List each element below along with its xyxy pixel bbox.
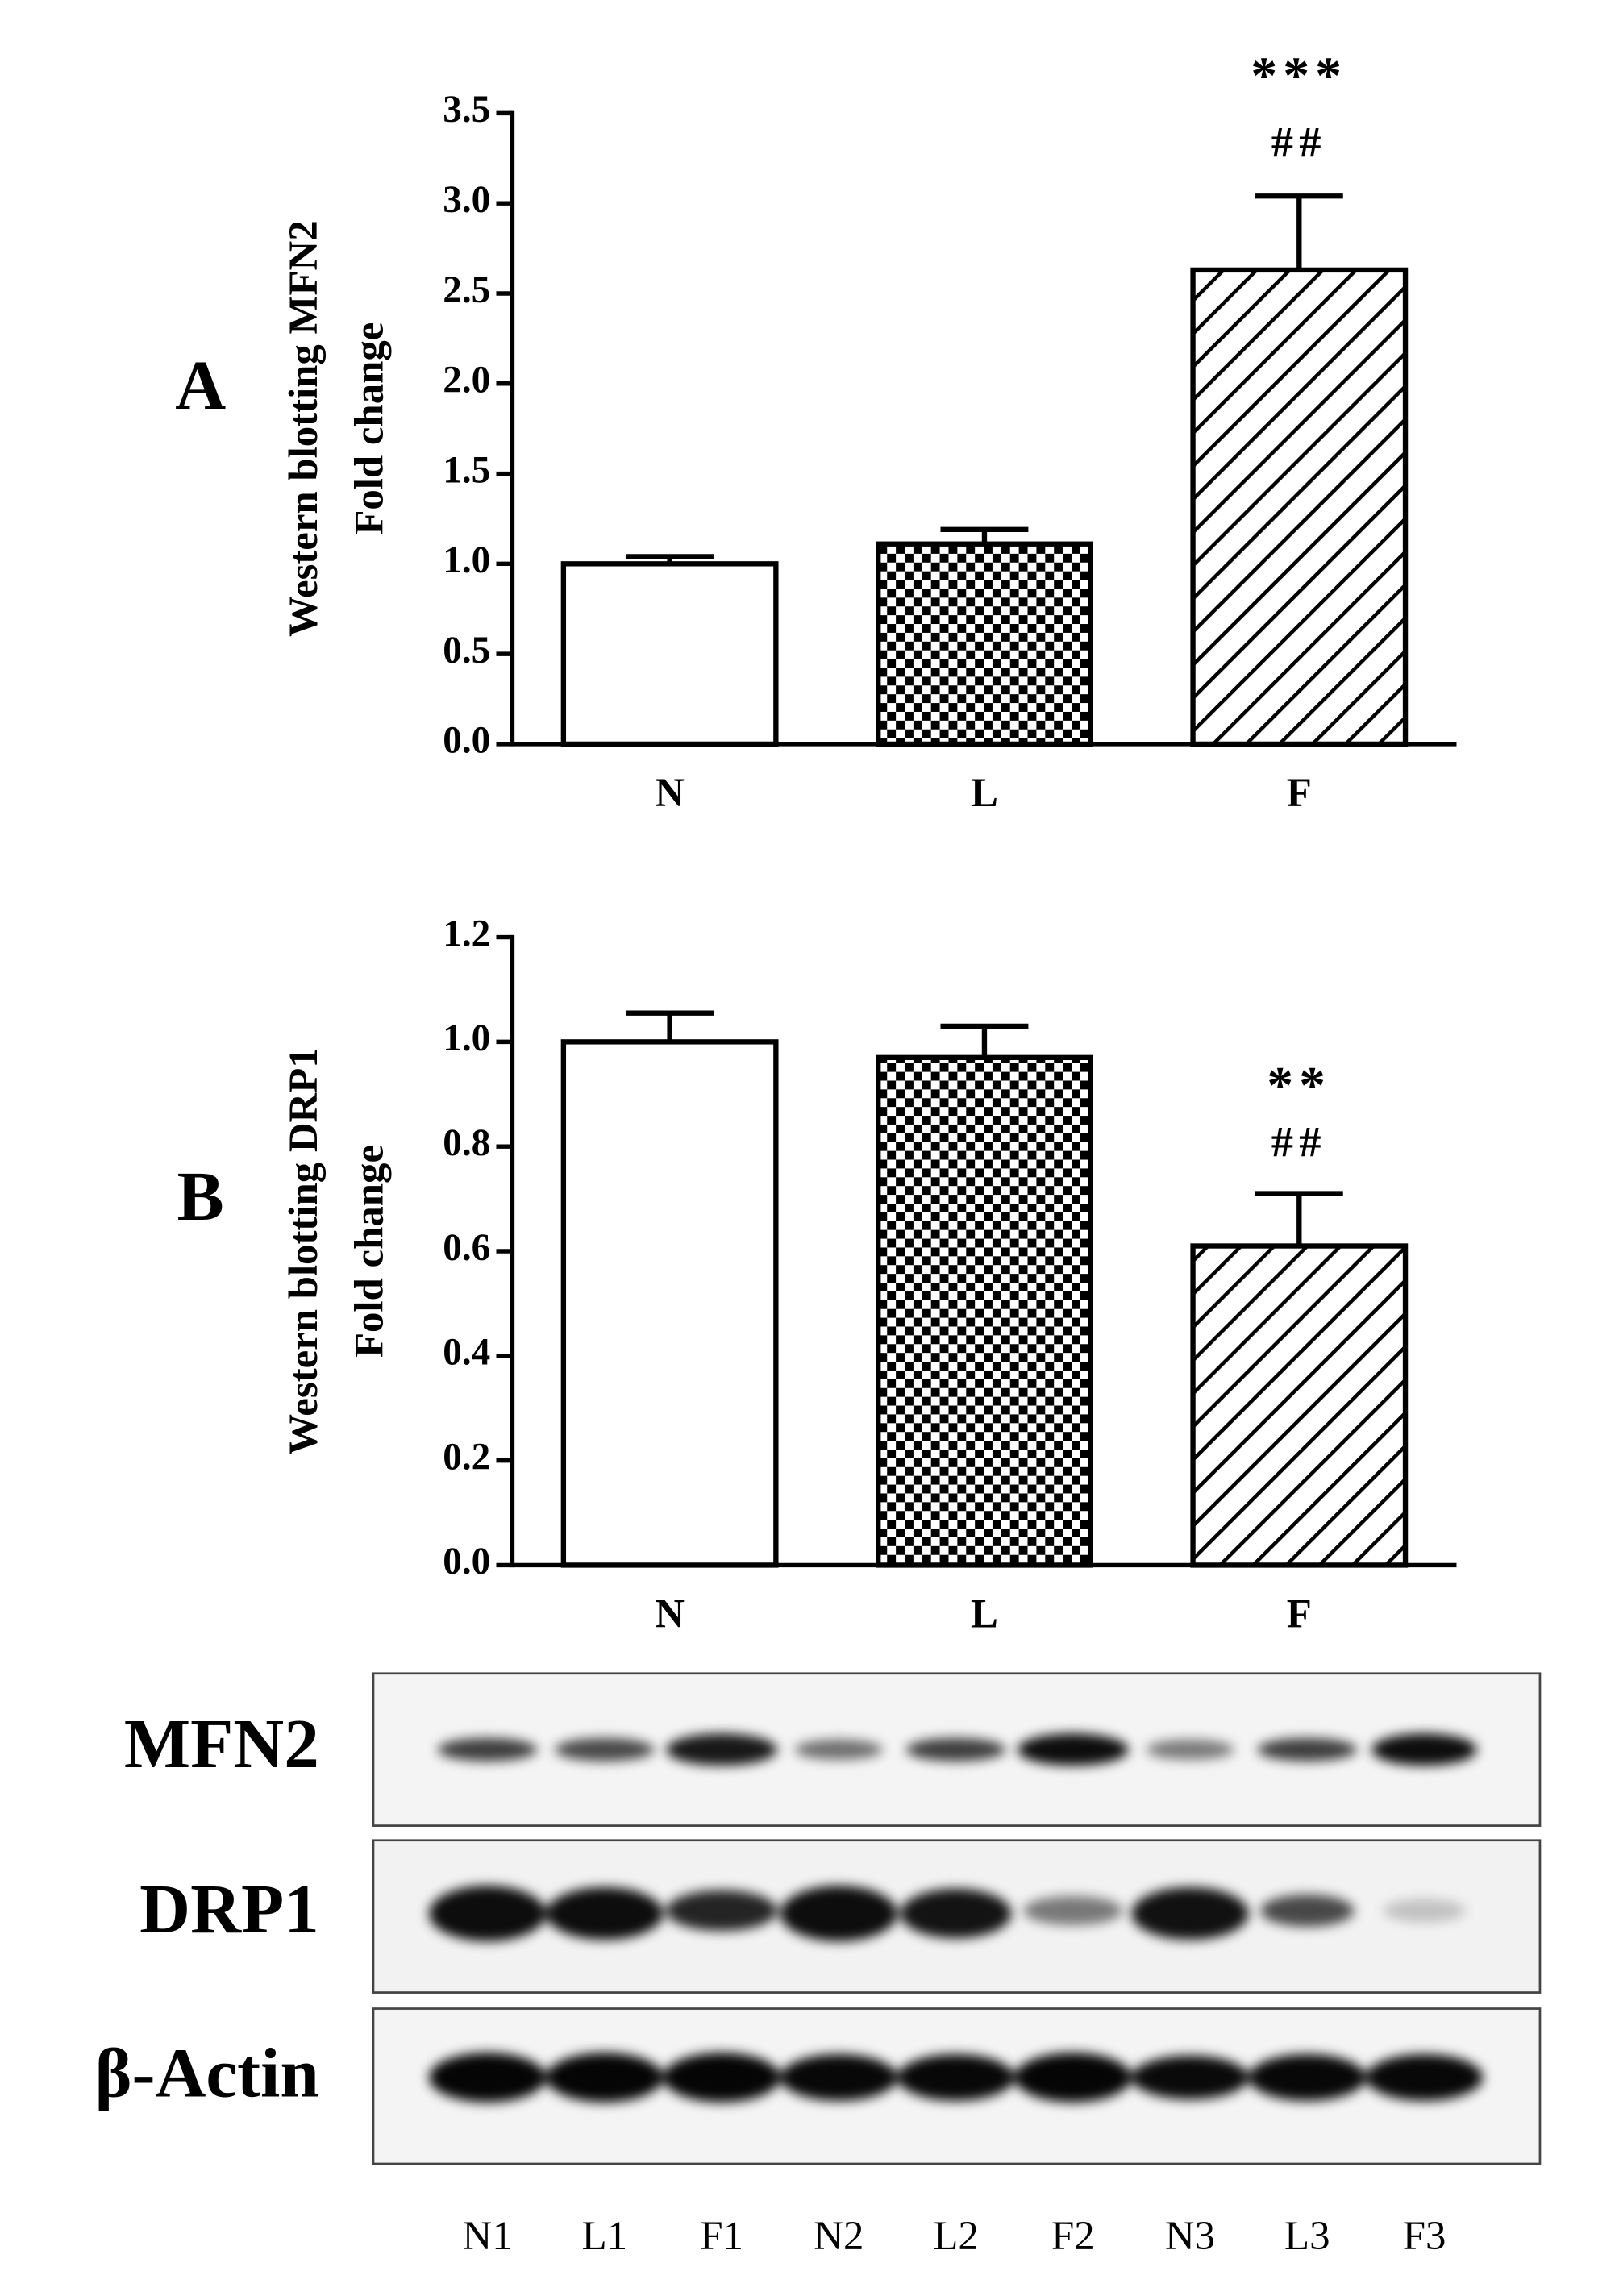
lane-label: N2	[814, 2213, 864, 2258]
panel-label: B	[177, 1157, 224, 1235]
lane-label: L3	[1284, 2213, 1330, 2258]
y-tick-label: 2.0	[443, 360, 490, 401]
y-tick-label: 0.5	[443, 630, 490, 672]
lane-label: F3	[1403, 2213, 1446, 2258]
y-tick-label: 1.5	[443, 449, 490, 491]
x-tick-label: N	[655, 1591, 685, 1636]
y-tick-label: 0.6	[443, 1227, 490, 1269]
y-tick-label: 3.0	[443, 179, 490, 221]
y-tick-label: 0.0	[443, 720, 490, 762]
x-tick-label: L	[971, 1591, 998, 1636]
significance: **	[1267, 1057, 1331, 1115]
lane-label: F1	[700, 2213, 743, 2258]
y-tick-label: 0.2	[443, 1436, 490, 1478]
lane-label: F2	[1051, 2213, 1095, 2258]
blot-row-label: MFN2	[124, 1704, 319, 1782]
y-axis-label: Western blotting DRP1	[281, 1047, 326, 1454]
significance: ***	[1251, 47, 1347, 105]
x-tick-label: N	[655, 770, 685, 815]
bar	[1190, 1243, 1409, 1568]
charts: 0.0 0.5 1.0 1.5 2.0 2.5 3.0 3.5 N L F *** ## Western …	[175, 47, 1457, 2258]
y-axis-label: Fold change	[347, 322, 392, 535]
blot-row-label: DRP1	[139, 1870, 319, 1948]
y-tick-label: 1.0	[443, 1017, 490, 1059]
bar	[1190, 267, 1409, 747]
significance: ##	[1271, 118, 1327, 167]
bands	[428, 1733, 1484, 2103]
western-blot: MFN2 DRP1 β-Actin	[95, 1672, 1542, 2165]
y-tick-label: 1.0	[443, 539, 490, 581]
y-tick-label: 2.5	[443, 269, 490, 311]
panel-label: A	[175, 346, 226, 424]
x-tick-label: F	[1287, 1591, 1312, 1636]
y-tick-label: 1.2	[443, 913, 490, 955]
bar	[876, 1054, 1093, 1568]
blot-row-label: β-Actin	[95, 2034, 319, 2112]
significance: ##	[1271, 1117, 1327, 1167]
bar	[560, 561, 779, 747]
y-axis-label: Western blotting MFN2	[281, 220, 326, 637]
lane-label: L1	[582, 2213, 627, 2258]
x-tick-label: F	[1287, 770, 1312, 815]
y-tick-label: 0.8	[443, 1122, 490, 1164]
y-tick-label: 0.0	[443, 1541, 490, 1583]
lane-label: N3	[1165, 2213, 1215, 2258]
y-axis-label: Fold change	[347, 1145, 392, 1358]
x-tick-label: L	[971, 770, 998, 815]
lane-label: L2	[933, 2213, 978, 2258]
bar	[876, 541, 1093, 747]
y-tick-label: 3.5	[443, 89, 490, 131]
y-tick-label: 0.4	[443, 1332, 490, 1374]
bar	[560, 1039, 779, 1568]
lane-label: N1	[463, 2213, 513, 2258]
